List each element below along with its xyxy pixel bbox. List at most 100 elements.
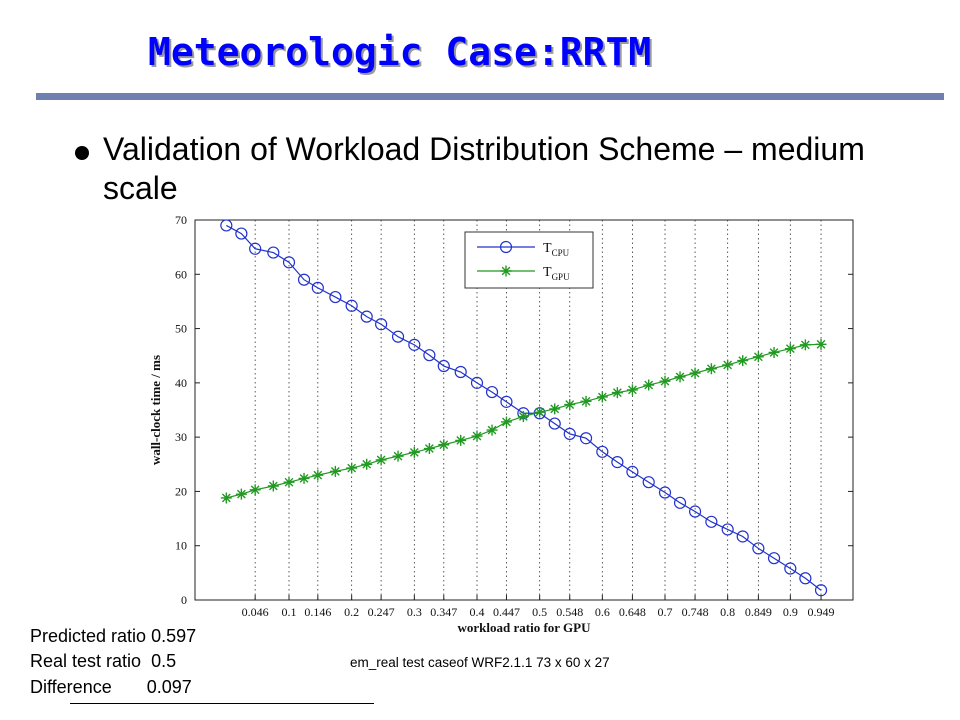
data-point-gpu — [815, 338, 827, 350]
data-point-gpu — [784, 343, 796, 355]
real-ratio-value: 0.5 — [151, 651, 177, 671]
data-point-cpu — [311, 281, 324, 294]
y-tick-label: 0 — [181, 593, 187, 607]
data-point-cpu — [611, 456, 624, 469]
legend-subscript: GPU — [552, 272, 571, 282]
data-point-cpu — [721, 523, 734, 536]
difference-label: Difference — [30, 677, 112, 697]
real-ratio-label: Real test ratio — [30, 651, 142, 671]
x-tick-label: 0.849 — [745, 605, 772, 619]
difference-value: 0.097 — [146, 677, 192, 697]
data-point-gpu — [722, 359, 734, 371]
data-point-cpu — [297, 273, 311, 286]
data-point-cpu — [329, 290, 342, 304]
line-chart: 0 10 20 30 40 50 60 70 0.046 0.1 0.146 0.2 0.247 0.3 0… — [148, 213, 854, 635]
data-point-gpu — [768, 346, 780, 358]
x-tick-label: 0.146 — [304, 605, 331, 619]
legend-subscript: CPU — [552, 248, 570, 258]
x-axis-label: workload ratio for GPU — [458, 620, 592, 635]
y-tick-label: 10 — [175, 539, 187, 553]
x-tick-label: 0.5 — [532, 605, 547, 619]
data-point-gpu — [689, 367, 701, 379]
predicted-ratio-value: 0.597 — [151, 626, 197, 646]
data-point-cpu — [375, 318, 388, 331]
data-point-gpu — [643, 379, 655, 391]
data-point-cpu — [235, 227, 248, 240]
y-tick-label: 60 — [175, 267, 187, 281]
footer-rule — [70, 703, 374, 704]
data-point-gpu — [423, 443, 435, 455]
data-point-gpu — [471, 430, 483, 442]
data-point-cpu — [563, 427, 576, 440]
data-point-gpu — [329, 465, 341, 477]
x-tick-label: 0.7 — [658, 605, 673, 619]
data-point-cpu — [658, 486, 672, 499]
series-gpu — [220, 338, 827, 504]
data-point-gpu — [580, 395, 592, 407]
data-point-cpu — [814, 584, 828, 597]
data-point-gpu — [659, 375, 671, 387]
data-point-gpu — [564, 399, 576, 411]
x-tick-label: 0.2 — [344, 605, 359, 619]
data-point-cpu — [673, 496, 687, 509]
data-point-cpu — [267, 246, 280, 259]
data-point-gpu — [705, 363, 717, 375]
data-point-gpu — [596, 391, 608, 403]
data-point-gpu — [626, 384, 638, 396]
data-point-cpu — [470, 376, 484, 389]
x-tick-label: 0.447 — [493, 605, 520, 619]
data-point-gpu — [235, 488, 247, 500]
data-point-gpu — [674, 371, 686, 383]
title-rule — [36, 93, 944, 100]
data-point-cpu — [423, 349, 436, 362]
data-point-gpu — [312, 469, 324, 481]
predicted-ratio-label: Predicted ratio — [30, 626, 147, 646]
data-point-cpu — [437, 359, 450, 373]
data-point-cpu — [752, 542, 765, 555]
data-point-gpu — [346, 462, 358, 474]
y-axis-label: wall-clock time / ms — [148, 355, 163, 465]
legend-box — [464, 231, 594, 289]
data-point-gpu — [455, 434, 467, 446]
data-point-cpu — [408, 338, 421, 351]
real-ratio-line: Real test ratio 0.5 — [30, 651, 176, 672]
x-tick-label: 0.949 — [808, 605, 835, 619]
data-point-gpu — [500, 416, 512, 428]
data-point-cpu — [784, 562, 797, 575]
y-tick-label: 70 — [175, 213, 187, 227]
data-point-cpu — [282, 256, 296, 269]
data-point-cpu — [579, 432, 593, 445]
data-point-gpu — [375, 454, 387, 466]
data-point-gpu — [752, 351, 764, 363]
data-point-gpu — [534, 406, 546, 418]
data-point-cpu — [736, 530, 749, 543]
data-point-gpu — [799, 339, 811, 351]
data-point-gpu — [361, 458, 373, 470]
data-point-gpu — [517, 411, 529, 423]
data-point-cpu — [249, 242, 262, 255]
x-tick-label: 0.4 — [470, 605, 485, 619]
y-tick-label: 50 — [175, 322, 187, 336]
data-point-gpu — [611, 387, 623, 399]
data-point-cpu — [220, 219, 233, 232]
x-tick-label: 0.8 — [720, 605, 735, 619]
data-point-gpu — [392, 450, 404, 462]
data-point-cpu — [345, 299, 358, 312]
data-point-gpu — [549, 403, 561, 415]
slide-title: Meteorologic Case:RRTM — [148, 30, 652, 74]
data-point-gpu — [249, 484, 261, 496]
data-point-cpu — [688, 505, 702, 518]
x-tick-label: 0.748 — [682, 605, 709, 619]
x-tick-label: 0.046 — [242, 605, 269, 619]
data-point-gpu — [267, 480, 279, 492]
plot-frame — [194, 219, 854, 601]
data-point-cpu — [360, 310, 373, 323]
data-point-gpu — [298, 472, 310, 484]
data-point-gpu — [220, 492, 232, 504]
legend-marker-cpu — [499, 240, 513, 254]
data-point-cpu — [642, 476, 655, 489]
predicted-ratio-line: Predicted ratio 0.597 — [30, 626, 196, 647]
data-point-cpu — [548, 417, 561, 430]
x-tick-label: 0.3 — [407, 605, 422, 619]
